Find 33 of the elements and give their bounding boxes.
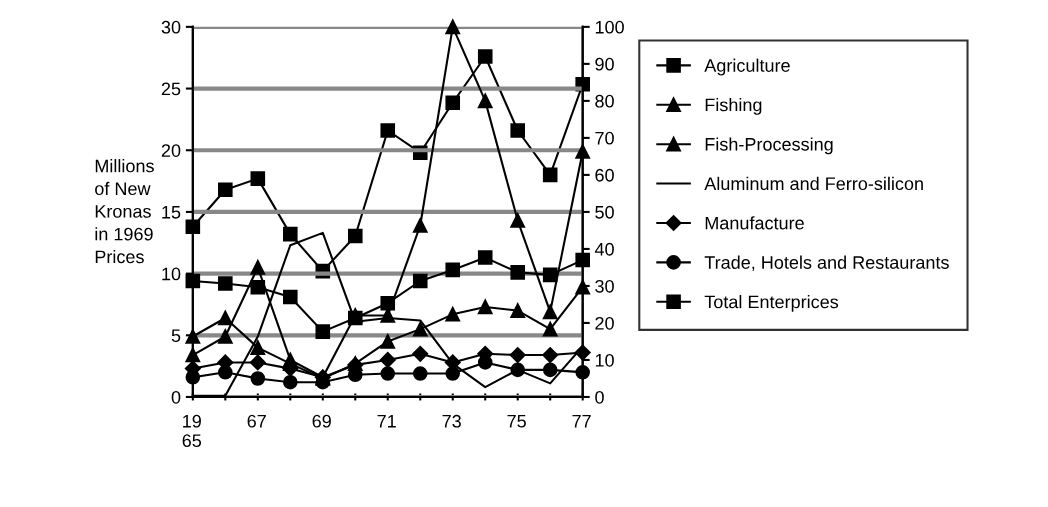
y2-tick-label: 80 [595, 94, 614, 108]
legend-label: Total Enterprices [704, 295, 839, 312]
y2-tick-label: 60 [595, 168, 614, 182]
y2-tick-label: 40 [594, 242, 614, 256]
x-tick-label: 69 [312, 414, 331, 428]
y-tick-label: 10 [162, 267, 181, 281]
legend-label: Trade, Hotels and Restaurants [704, 255, 949, 272]
y2-tick-label: 30 [595, 279, 614, 293]
legend-label: Agriculture [704, 58, 790, 76]
legend-label: Aluminum and Ferro-silicon [704, 176, 923, 191]
y-tick-label: 5 [171, 329, 181, 343]
y-tick-label: 25 [161, 82, 181, 96]
y-tick-label: 15 [162, 206, 181, 219]
y-axis-title: Millions of New Kronas in 1969 Prices [95, 159, 154, 264]
y-tick-label: 0 [171, 390, 181, 404]
y2-tick-label: 90 [595, 57, 614, 71]
y-tick-label: 20 [161, 144, 181, 157]
legend-label: Fishing [705, 98, 762, 115]
y2-tick-label: 100 [595, 20, 624, 34]
y2-tick-label: 50 [595, 205, 614, 219]
x-tick-label: 19 65 [182, 414, 202, 448]
x-tick-label: 71 [377, 415, 396, 428]
legend-label: Fish-Processing [705, 137, 833, 155]
y2-tick-label: 20 [595, 316, 614, 330]
y2-tick-label: 70 [595, 131, 614, 145]
x-tick-label: 67 [247, 414, 266, 428]
y-tick-label: 30 [161, 20, 181, 34]
legend-label: Manufacture [705, 216, 804, 230]
y2-tick-label: 0 [595, 390, 604, 404]
x-tick-label: 73 [442, 414, 461, 428]
y2-tick-label: 10 [595, 353, 614, 367]
x-tick-label: 77 [572, 415, 591, 428]
x-tick-label: 75 [507, 415, 526, 428]
